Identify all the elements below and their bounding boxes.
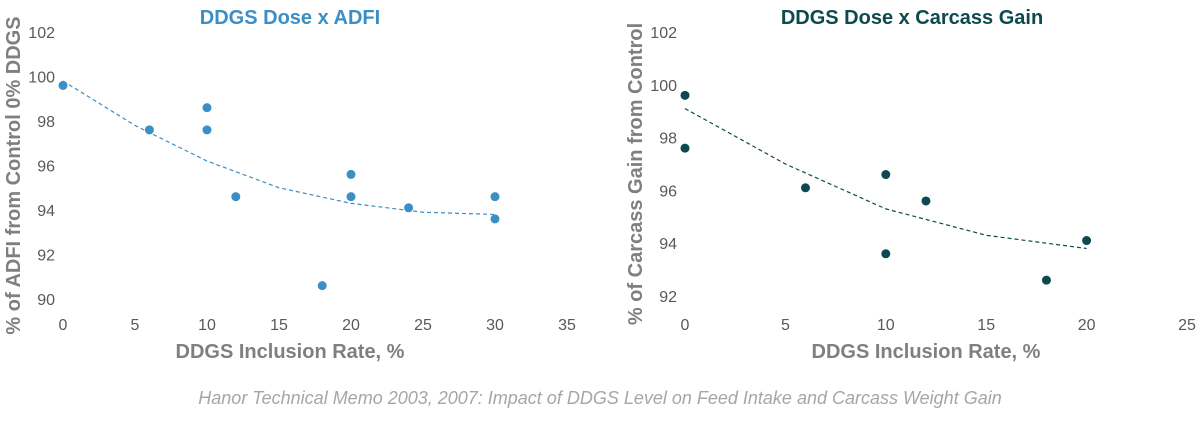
y-tick-label: 96 — [659, 183, 677, 200]
data-point — [921, 196, 931, 206]
x-tick-label: 0 — [681, 317, 690, 334]
y-tick-label: 90 — [37, 292, 55, 309]
y-tick-label: 96 — [37, 159, 55, 176]
x-tick-label: 30 — [486, 317, 504, 334]
x-tick-label: 5 — [131, 317, 140, 334]
x-tick-label: 35 — [558, 317, 576, 334]
data-point — [202, 103, 212, 113]
data-point — [680, 90, 690, 100]
x-axis-label: DDGS Inclusion Rate, % — [812, 341, 1041, 363]
trendline — [62, 80, 496, 216]
y-tick-label: 94 — [659, 236, 677, 253]
data-point — [58, 80, 68, 90]
x-tick-label: 5 — [781, 317, 790, 334]
chart-title: DDGS Dose x ADFI — [200, 7, 380, 29]
data-point — [202, 125, 212, 135]
y-tick-label: 98 — [659, 131, 677, 148]
y-tick-label: 100 — [28, 70, 55, 87]
x-tick-label: 20 — [342, 317, 360, 334]
data-point — [231, 192, 241, 202]
x-tick-label: 15 — [977, 317, 995, 334]
data-point — [680, 143, 690, 153]
data-point — [404, 203, 414, 213]
data-point — [144, 125, 154, 135]
x-tick-label: 10 — [198, 317, 216, 334]
data-point — [800, 183, 810, 193]
x-tick-label: 25 — [414, 317, 432, 334]
y-tick-label: 102 — [650, 25, 677, 42]
data-point — [317, 281, 327, 291]
y-tick-label: 100 — [650, 78, 677, 95]
y-tick-label: 94 — [37, 203, 55, 220]
figure-caption: Hanor Technical Memo 2003, 2007: Impact … — [198, 388, 1002, 408]
chart-adfi: DDGS Dose x ADFI 90 92 94 96 98 100 102 0 5 10 15 20… — [3, 7, 576, 363]
chart-title: DDGS Dose x Carcass Gain — [781, 7, 1043, 29]
data-point — [881, 249, 891, 259]
x-tick-label: 0 — [59, 317, 68, 334]
x-axis-label: DDGS Inclusion Rate, % — [176, 341, 405, 363]
y-tick-label: 92 — [37, 248, 55, 265]
data-point — [346, 169, 356, 179]
data-point — [490, 192, 500, 202]
x-tick-label: 20 — [1078, 317, 1096, 334]
y-tick-label: 102 — [28, 25, 55, 42]
data-point — [490, 214, 500, 224]
data-point — [1041, 275, 1051, 285]
y-tick-label: 98 — [37, 114, 55, 131]
trendline — [684, 108, 1087, 250]
y-axis-label: % of ADFI from Control 0% DDGS — [3, 16, 25, 334]
x-tick-label: 10 — [877, 317, 895, 334]
data-point — [1082, 236, 1092, 246]
data-point — [346, 192, 356, 202]
x-tick-label: 15 — [270, 317, 288, 334]
x-tick-label: 25 — [1178, 317, 1196, 334]
y-axis-label: % of Carcass Gain from Control — [625, 23, 647, 325]
y-tick-label: 92 — [659, 289, 677, 306]
data-point — [881, 170, 891, 180]
